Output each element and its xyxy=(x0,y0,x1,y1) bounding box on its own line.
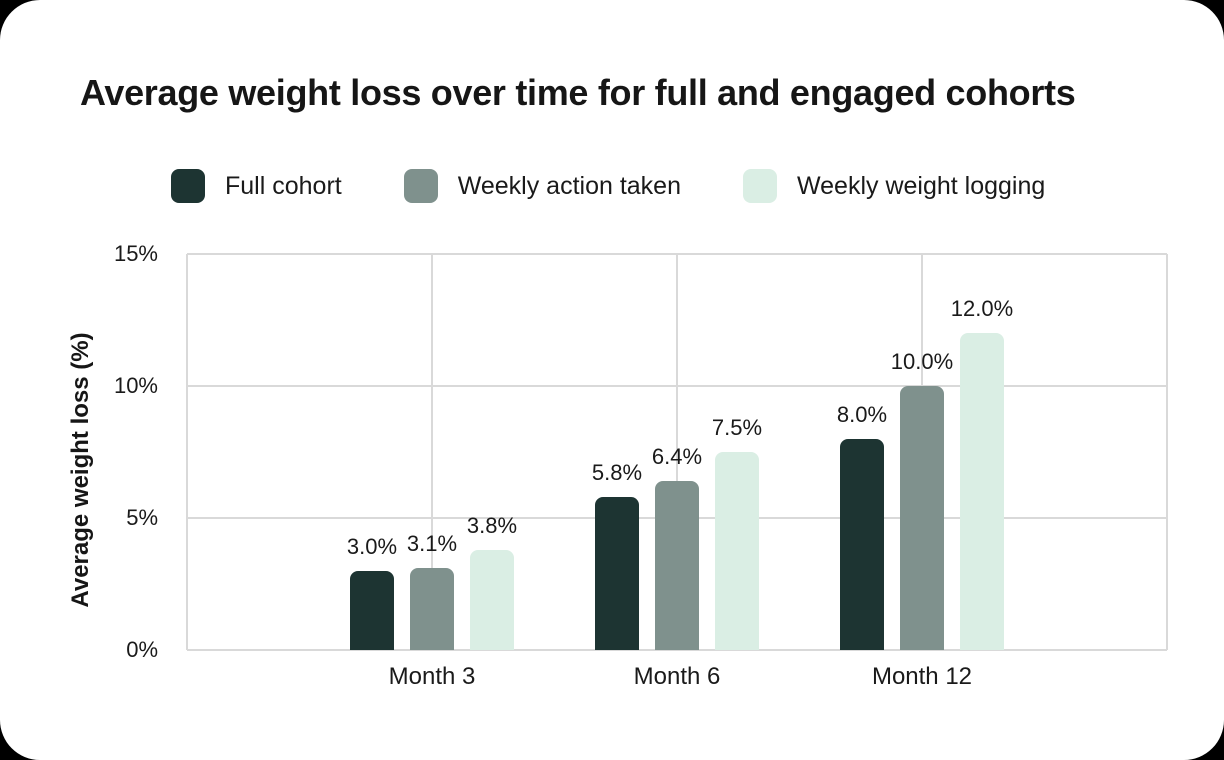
x-tick-label: Month 3 xyxy=(388,663,476,690)
y-tick-label: 0% xyxy=(126,637,158,662)
bar-value-label: 5.8% xyxy=(591,459,643,485)
bar xyxy=(900,386,944,650)
bar-value-label: 8.0% xyxy=(836,401,888,427)
legend-item: Weekly weight logging xyxy=(743,169,1045,203)
bar xyxy=(840,438,884,650)
bar-value-label: 3.1% xyxy=(406,531,458,557)
bar xyxy=(470,549,514,650)
bar-value-label: 7.5% xyxy=(711,415,763,440)
bar-value-label: 12.0% xyxy=(950,296,1014,322)
bar xyxy=(410,568,454,650)
plot-area: 3.0% 3.1% 3.8% Month 3 5.8% 6.4% 7.5% Month 6 8.… xyxy=(186,253,1168,690)
legend-swatch-icon xyxy=(403,169,438,203)
bar-value-label: 3.0% xyxy=(346,533,398,559)
chart-title: Average weight loss over time for full a… xyxy=(80,72,1076,113)
legend-label: Weekly weight logging xyxy=(797,171,1046,200)
vertical-gridline xyxy=(1166,254,1168,650)
x-tick-label: Month 12 xyxy=(871,663,973,690)
bar xyxy=(960,333,1004,650)
legend: Full cohort Weekly action taken Weekly wei… xyxy=(171,169,1045,203)
bar xyxy=(595,496,639,650)
y-tick-label: 15% xyxy=(113,241,158,266)
legend-label: Full cohort xyxy=(225,171,342,200)
y-axis-label: Average weight loss (%) xyxy=(67,332,94,608)
x-tick-label: Month 6 xyxy=(633,663,721,690)
bar-value-label: 6.4% xyxy=(651,444,703,470)
bar-value-label: 10.0% xyxy=(890,349,954,374)
y-tick-label: 5% xyxy=(126,505,158,530)
vertical-gridline xyxy=(431,254,433,650)
legend-item: Full cohort xyxy=(171,169,342,203)
legend-item: Weekly action taken xyxy=(403,169,681,203)
bar-value-label: 3.8% xyxy=(466,512,518,538)
legend-swatch-icon xyxy=(743,169,777,203)
vertical-gridline xyxy=(676,254,678,650)
legend-swatch-icon xyxy=(171,169,205,203)
bar xyxy=(655,481,699,650)
vertical-gridline xyxy=(186,254,188,650)
bar xyxy=(350,570,394,650)
bar xyxy=(715,452,759,650)
y-tick-label: 10% xyxy=(113,373,158,398)
legend-label: Weekly action taken xyxy=(457,171,681,200)
horizontal-gridline xyxy=(187,649,1167,651)
